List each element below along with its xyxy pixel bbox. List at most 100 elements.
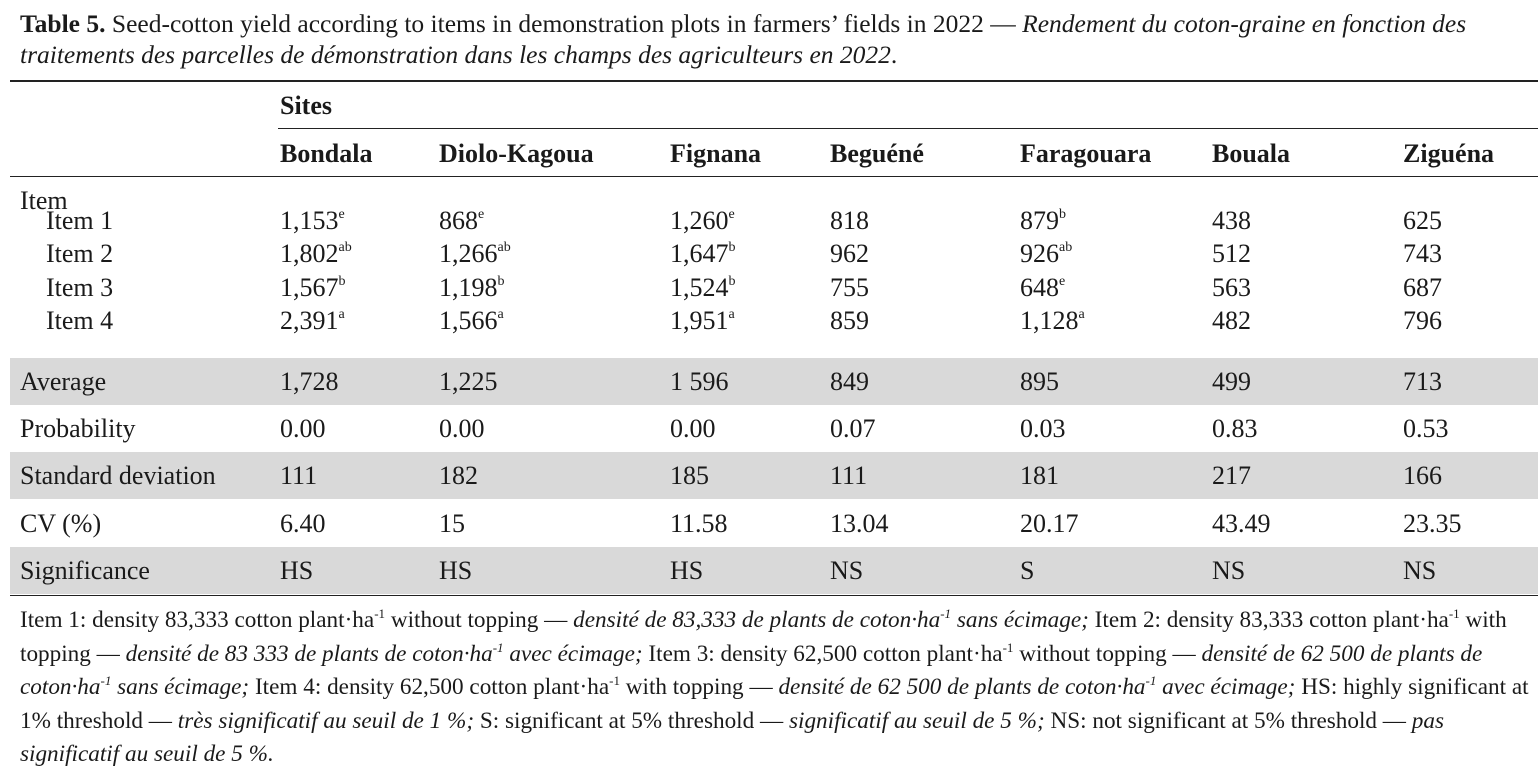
- table-cell: 1,198b: [439, 273, 505, 303]
- table-cell: 818: [830, 206, 869, 236]
- table-cell: 111: [280, 461, 318, 490]
- table-cell: 0.03: [1020, 414, 1066, 443]
- site-header: Bondala: [280, 139, 373, 168]
- table-cell: 111: [830, 461, 868, 490]
- table-cell: 185: [670, 461, 709, 490]
- cell-value: 1,260: [670, 206, 729, 235]
- cell-value: 743: [1403, 239, 1442, 268]
- table-cell: 0.00: [280, 414, 326, 443]
- site-header: Beguéné: [830, 139, 924, 168]
- footnote-item2-en: Item 2: density 83,333 cotton plant·ha: [1088, 607, 1449, 633]
- shaded-row-band: [10, 547, 1538, 594]
- table-cell: 0.00: [670, 414, 716, 443]
- table-cell: 181: [1020, 461, 1059, 490]
- table-cell: 962: [830, 239, 869, 269]
- table-cell: 879b: [1020, 206, 1066, 236]
- table-cell: 1,647b: [670, 239, 736, 269]
- footnote-item4-en: Item 4: density 62,500 cotton plant·ha: [249, 674, 610, 700]
- table-cell: 182: [439, 461, 478, 490]
- table-cell: HS: [439, 556, 473, 585]
- significance-letter: e: [1059, 274, 1066, 289]
- table-cell: 15: [439, 509, 465, 538]
- table-cell: 1,566a: [439, 306, 504, 336]
- footnote-item3-fr-rest: sans écimage;: [111, 674, 250, 700]
- shaded-row-band: [10, 452, 1538, 499]
- cell-value: 625: [1403, 206, 1442, 235]
- footnote-item1-fr: densité de 83,333 de plants de coton·ha: [573, 607, 941, 633]
- item-row-label: Item 1: [46, 206, 114, 235]
- table-cell: 1,728: [280, 367, 339, 396]
- footnote-item3-en: Item 3: density 62,500 cotton plant·ha: [642, 640, 1003, 667]
- footnote-exponent: -1: [1002, 639, 1014, 655]
- table-cell: 895: [1020, 367, 1059, 396]
- table-cell: 482: [1212, 306, 1251, 336]
- site-header: Diolo-Kagoua: [439, 139, 594, 168]
- cell-value: 962: [830, 239, 869, 268]
- table-cell: 859: [830, 306, 869, 336]
- cell-value: 1,566: [439, 306, 498, 335]
- cell-value: 1,266: [439, 239, 498, 268]
- table-cell: 563: [1212, 273, 1251, 303]
- significance-letter: a: [1078, 307, 1085, 322]
- table-cell: 868e: [439, 206, 484, 236]
- table-cell: 0.07: [830, 414, 876, 443]
- site-header: Ziguéna: [1403, 139, 1495, 168]
- cell-value: 1,802: [280, 239, 339, 268]
- table-cell: 1,567b: [280, 273, 346, 303]
- table-cell: 166: [1403, 461, 1442, 490]
- stat-row-label: Significance: [20, 556, 150, 585]
- footnote-exponent: -1: [609, 673, 620, 688]
- table-cell: 1,266ab: [439, 239, 511, 269]
- table-cell: 23.35: [1403, 509, 1462, 538]
- table-cell: NS: [1403, 556, 1437, 585]
- cell-value: 482: [1212, 306, 1251, 335]
- cell-value: 796: [1403, 306, 1442, 335]
- table-cell: 743: [1403, 239, 1442, 269]
- cell-value: 512: [1212, 239, 1251, 268]
- footnote-exponent: -1: [492, 639, 504, 655]
- item-row-label: Item 2: [46, 239, 114, 268]
- footnote-ns-en: NS: not significant at 5% threshold —: [1044, 707, 1412, 734]
- table-cell: 217: [1212, 461, 1251, 490]
- footnote-exponent: -1: [1145, 673, 1157, 688]
- significance-letter: a: [728, 307, 735, 322]
- cell-value: 563: [1212, 273, 1251, 302]
- footnote-item2-fr-rest: avec écimage;: [503, 640, 643, 667]
- significance-letter: ab: [497, 240, 511, 255]
- table-cell: 2,391a: [280, 306, 345, 336]
- table-cell: 13.04: [830, 509, 889, 538]
- significance-letter: b: [497, 274, 505, 289]
- table-footnote: Item 1: density 83,333 cotton plant·ha-1…: [20, 604, 1530, 772]
- cell-value: 1,198: [439, 273, 498, 302]
- significance-letter: ab: [1059, 240, 1073, 255]
- cell-value: 755: [830, 273, 869, 302]
- cell-value: 438: [1212, 206, 1251, 235]
- shaded-row-band: [10, 358, 1538, 405]
- bottom-rule: [10, 595, 1538, 596]
- table-cell: S: [1020, 556, 1035, 585]
- footnote-exponent: -1: [1448, 606, 1460, 621]
- significance-letter: b: [1059, 207, 1066, 222]
- table-cell: HS: [670, 556, 704, 585]
- table-cell: 755: [830, 273, 869, 303]
- table-cell: 6.40: [280, 509, 326, 538]
- footnote-item1-en-rest: without topping —: [385, 607, 574, 633]
- footnote-item2-en-rest: with topping —: [20, 607, 1507, 667]
- stat-row-label: CV (%): [20, 509, 102, 538]
- table-cell: 1 596: [670, 367, 729, 396]
- table-cell: 512: [1212, 239, 1251, 269]
- cell-value: 1,153: [280, 206, 339, 235]
- cell-value: 687: [1403, 273, 1442, 302]
- footnote-ns-fr: pas significatif au seuil de 5 %.: [20, 707, 1445, 768]
- significance-letter: a: [497, 307, 504, 322]
- site-header: Faragouara: [1020, 139, 1152, 168]
- table-cell: NS: [830, 556, 864, 585]
- footnote-exponent: -1: [374, 606, 386, 621]
- cell-value: 1,567: [280, 273, 339, 302]
- significance-letter: e: [728, 207, 735, 222]
- cell-value: 1,951: [670, 306, 729, 335]
- stat-row-label: Probability: [20, 414, 136, 443]
- significance-letter: e: [478, 207, 485, 222]
- table-cell: 849: [830, 367, 869, 396]
- item-group-label: Item: [20, 186, 68, 215]
